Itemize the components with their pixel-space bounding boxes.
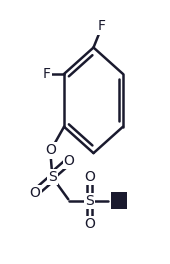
Text: O: O — [84, 170, 95, 184]
Text: O: O — [30, 186, 41, 200]
Text: O: O — [45, 143, 56, 158]
Bar — [111, 192, 127, 209]
Text: O: O — [64, 154, 75, 168]
Text: F: F — [98, 19, 106, 34]
Text: O: O — [84, 217, 95, 232]
Text: F: F — [43, 67, 51, 81]
Text: S: S — [85, 194, 94, 208]
Text: S: S — [48, 170, 57, 184]
